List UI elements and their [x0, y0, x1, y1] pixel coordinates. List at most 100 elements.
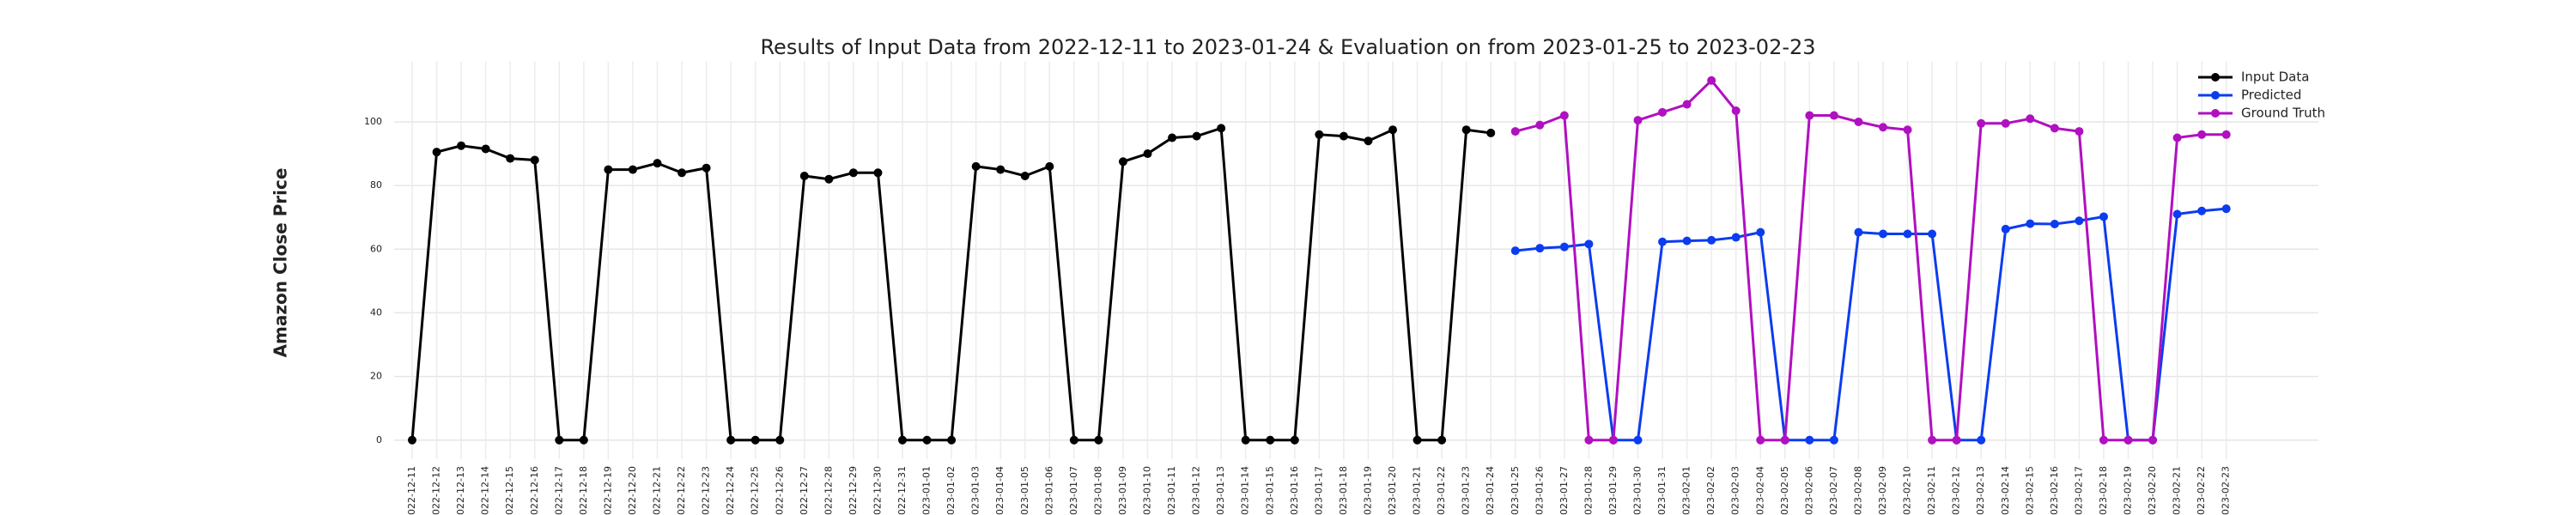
x-tick-label: 2023-01-17: [1313, 466, 1324, 515]
data-point: [824, 174, 834, 184]
legend-marker: [2211, 73, 2220, 82]
data-point: [2050, 124, 2059, 133]
data-point: [2221, 130, 2231, 139]
data-point: [1903, 229, 1912, 239]
x-tick-label: 2023-02-15: [2024, 466, 2035, 515]
data-point: [1486, 128, 1496, 137]
data-point: [1780, 435, 1789, 445]
x-tick-label: 2023-02-11: [1926, 466, 1937, 515]
x-tick-label: 2023-01-15: [1264, 466, 1275, 515]
data-point: [1829, 435, 1838, 445]
data-point: [2001, 224, 2010, 233]
data-point: [506, 154, 515, 163]
data-point: [1437, 435, 1447, 445]
x-tick-label: 2023-01-21: [1412, 466, 1423, 515]
data-point: [604, 165, 613, 174]
data-point: [2026, 114, 2035, 124]
x-tick-label: 2022-12-24: [725, 466, 736, 515]
data-point: [2001, 118, 2010, 128]
data-point: [996, 165, 1005, 174]
data-point: [1045, 161, 1054, 171]
x-tick-label: 2022-12-23: [701, 466, 712, 515]
data-point: [1559, 242, 1569, 251]
data-point: [2197, 206, 2207, 215]
x-tick-label: 2023-01-30: [1632, 466, 1643, 515]
x-tick-label: 2023-02-04: [1754, 466, 1765, 515]
data-point: [1510, 246, 1520, 256]
x-tick-label: 2022-12-30: [872, 466, 883, 515]
data-point: [2123, 435, 2133, 445]
data-point: [1118, 157, 1127, 167]
x-tick-label: 2023-02-16: [2049, 466, 2060, 515]
data-point: [922, 435, 932, 445]
x-tick-label: 2023-01-08: [1092, 466, 1103, 515]
x-tick-label: 2022-12-27: [799, 466, 810, 515]
data-point: [1364, 136, 1373, 146]
data-point: [1315, 130, 1324, 139]
data-point: [1829, 111, 1838, 120]
y-tick-label: 60: [370, 243, 382, 254]
x-tick-label: 2023-01-29: [1607, 466, 1619, 515]
data-point: [2050, 219, 2059, 228]
y-tick-label: 40: [370, 306, 382, 318]
y-tick-label: 0: [376, 434, 382, 445]
data-point: [775, 435, 785, 445]
data-point: [1658, 107, 1668, 117]
data-point: [1559, 111, 1569, 120]
x-tick-label: 2023-01-14: [1240, 466, 1251, 515]
x-tick-label: 2023-01-12: [1191, 466, 1202, 515]
x-tick-label: 2023-02-22: [2196, 466, 2207, 515]
data-point: [1535, 120, 1545, 130]
x-tick-label: 2023-01-06: [1043, 466, 1054, 515]
legend-label: Input Data: [2241, 70, 2309, 85]
data-point: [1756, 227, 1765, 237]
x-tick-label: 2022-12-14: [480, 466, 491, 515]
chart-title: Results of Input Data from 2022-12-11 to…: [760, 35, 1815, 59]
data-point: [2026, 219, 2035, 228]
x-tick-label: 2023-01-27: [1558, 466, 1570, 515]
x-tick-label: 2023-01-13: [1215, 466, 1226, 515]
data-point: [1510, 127, 1520, 136]
data-point: [971, 161, 981, 171]
data-point: [1584, 239, 1594, 249]
data-point: [1952, 435, 1961, 445]
data-point: [1731, 106, 1741, 115]
x-tick-label: 2023-02-21: [2172, 466, 2183, 515]
data-point: [1461, 125, 1471, 135]
x-tick-label: 2023-01-20: [1387, 466, 1398, 515]
x-tick-label: 2023-01-28: [1583, 466, 1594, 515]
x-tick-label: 2023-02-03: [1730, 466, 1741, 515]
x-tick-label: 2023-02-01: [1681, 466, 1692, 515]
data-point: [1682, 100, 1692, 109]
data-point: [579, 435, 588, 445]
data-point: [1633, 435, 1643, 445]
data-point: [1854, 117, 1863, 126]
data-point: [2197, 130, 2207, 139]
data-point: [726, 435, 736, 445]
data-point: [799, 171, 809, 180]
x-tick-label: 2023-01-10: [1142, 466, 1153, 515]
data-point: [750, 435, 760, 445]
x-tick-label: 2023-01-05: [1019, 466, 1030, 515]
data-point: [1805, 111, 1814, 120]
x-tick-label: 2023-02-09: [1877, 466, 1888, 515]
x-tick-label: 2022-12-28: [823, 466, 834, 515]
x-tick-label: 2023-01-22: [1436, 466, 1447, 515]
data-point: [628, 165, 637, 174]
x-tick-label: 2023-02-13: [1975, 466, 1986, 515]
data-point: [1266, 435, 1275, 445]
data-point: [1535, 244, 1545, 253]
data-point: [1069, 435, 1078, 445]
data-point: [555, 435, 564, 445]
x-tick-label: 2023-01-26: [1534, 466, 1545, 515]
x-tick-label: 2023-01-18: [1338, 466, 1349, 515]
data-point: [1241, 435, 1250, 445]
data-point: [432, 148, 441, 157]
x-tick-label: 2022-12-12: [431, 466, 442, 515]
data-point: [1192, 131, 1201, 141]
y-tick-label: 100: [364, 116, 382, 127]
x-tick-label: 2023-01-03: [970, 466, 981, 515]
x-tick-label: 2023-02-18: [2098, 466, 2109, 515]
data-point: [1217, 124, 1226, 133]
legend-label: Ground Truth: [2241, 106, 2325, 121]
